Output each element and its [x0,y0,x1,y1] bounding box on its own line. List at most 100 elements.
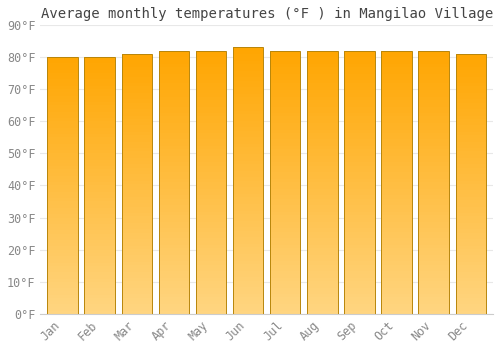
Bar [344,113,374,117]
Bar [84,137,115,140]
Bar [270,222,300,225]
Bar [196,146,226,149]
Bar [84,105,115,108]
Bar [418,278,449,281]
Bar [158,241,189,245]
Bar [307,218,338,222]
Bar [456,307,486,311]
Bar [48,192,78,195]
Bar [307,232,338,235]
Bar [48,131,78,134]
Bar [196,120,226,123]
Bar [233,207,264,211]
Bar [122,278,152,281]
Bar [84,192,115,195]
Bar [84,311,115,314]
Bar [122,80,152,83]
Bar [84,218,115,221]
Bar [307,80,338,84]
Bar [48,279,78,282]
Bar [456,304,486,307]
Bar [196,232,226,235]
Bar [270,126,300,130]
Bar [48,147,78,150]
Bar [48,73,78,76]
Bar [382,97,412,100]
Bar [307,139,338,143]
Bar [456,103,486,106]
Bar [233,310,264,314]
Bar [382,251,412,255]
Bar [270,84,300,87]
Bar [344,146,374,149]
Bar [418,133,449,136]
Bar [418,146,449,149]
Bar [158,291,189,294]
Bar [307,179,338,182]
Bar [158,74,189,77]
Bar [382,261,412,265]
Bar [307,136,338,139]
Bar [307,156,338,159]
Bar [418,70,449,74]
Bar [382,215,412,218]
Bar [456,213,486,216]
Bar [122,265,152,268]
Bar [158,153,189,156]
Bar [122,138,152,141]
Bar [344,179,374,182]
Bar [196,222,226,225]
Bar [122,155,152,158]
Bar [456,275,486,278]
Bar [122,194,152,197]
Bar [344,172,374,176]
Bar [307,301,338,304]
Bar [418,265,449,268]
Bar [158,301,189,304]
Bar [196,248,226,251]
Bar [418,57,449,61]
Bar [270,110,300,113]
Bar [233,150,264,154]
Bar [233,177,264,181]
Bar [456,141,486,145]
Bar [382,176,412,179]
Bar [158,169,189,172]
Bar [344,294,374,298]
Bar [382,172,412,176]
Bar [48,295,78,298]
Bar [307,294,338,298]
Bar [418,80,449,84]
Bar [233,164,264,167]
Bar [158,61,189,64]
Bar [270,288,300,291]
Bar [84,272,115,275]
Bar [233,124,264,127]
Bar [158,123,189,126]
Bar [122,203,152,206]
Bar [196,54,226,57]
Bar [344,205,374,209]
Bar [270,93,300,97]
Bar [84,224,115,227]
Bar [382,274,412,278]
Bar [456,294,486,297]
Bar [84,63,115,66]
Bar [344,84,374,87]
Bar [418,274,449,278]
Bar [307,51,338,54]
Bar [307,222,338,225]
Bar [270,51,300,54]
Bar [48,233,78,237]
Bar [456,219,486,223]
Bar [233,271,264,274]
Bar [84,166,115,169]
Bar [270,304,300,307]
Bar [158,288,189,291]
Bar [344,153,374,156]
Bar [456,203,486,206]
Bar [270,258,300,261]
Bar [382,100,412,103]
Bar [456,77,486,80]
Bar [48,125,78,128]
